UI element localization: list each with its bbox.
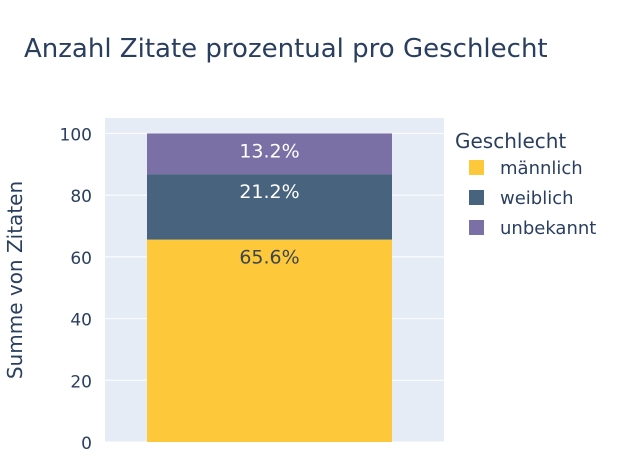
y-axis-label: Summe von Zitaten — [3, 181, 27, 379]
legend: Geschlecht männlich weiblich unbekannt — [455, 129, 596, 239]
data-label: 13.2% — [239, 140, 299, 162]
bar-segment-2 — [147, 174, 392, 240]
data-labels: 65.6% 21.2% 13.2% — [239, 140, 299, 268]
bar-segment-3 — [147, 133, 392, 175]
y-axis-ticks: 0 20 40 60 80 100 — [60, 125, 92, 454]
y-tick-label: 60 — [70, 249, 92, 269]
legend-item-label: männlich — [500, 158, 583, 179]
data-label: 21.2% — [239, 181, 299, 203]
legend-items: männlich weiblich unbekannt — [469, 158, 596, 239]
data-label: 65.6% — [239, 247, 299, 269]
legend-item-label: unbekannt — [500, 218, 596, 239]
legend-swatch — [469, 190, 484, 205]
legend-item-label: weiblich — [500, 188, 574, 209]
legend-swatch — [469, 220, 484, 235]
y-tick-label: 40 — [70, 311, 92, 331]
y-tick-label: 0 — [81, 434, 92, 454]
legend-swatch — [469, 160, 484, 175]
chart-title: Anzahl Zitate prozentual pro Geschlecht — [24, 34, 548, 64]
y-tick-label: 100 — [60, 125, 92, 145]
y-tick-label: 80 — [70, 187, 92, 207]
bar-stack — [147, 133, 392, 442]
bar-segment-1 — [147, 239, 392, 442]
y-tick-label: 20 — [70, 372, 92, 392]
legend-title: Geschlecht — [455, 129, 566, 153]
